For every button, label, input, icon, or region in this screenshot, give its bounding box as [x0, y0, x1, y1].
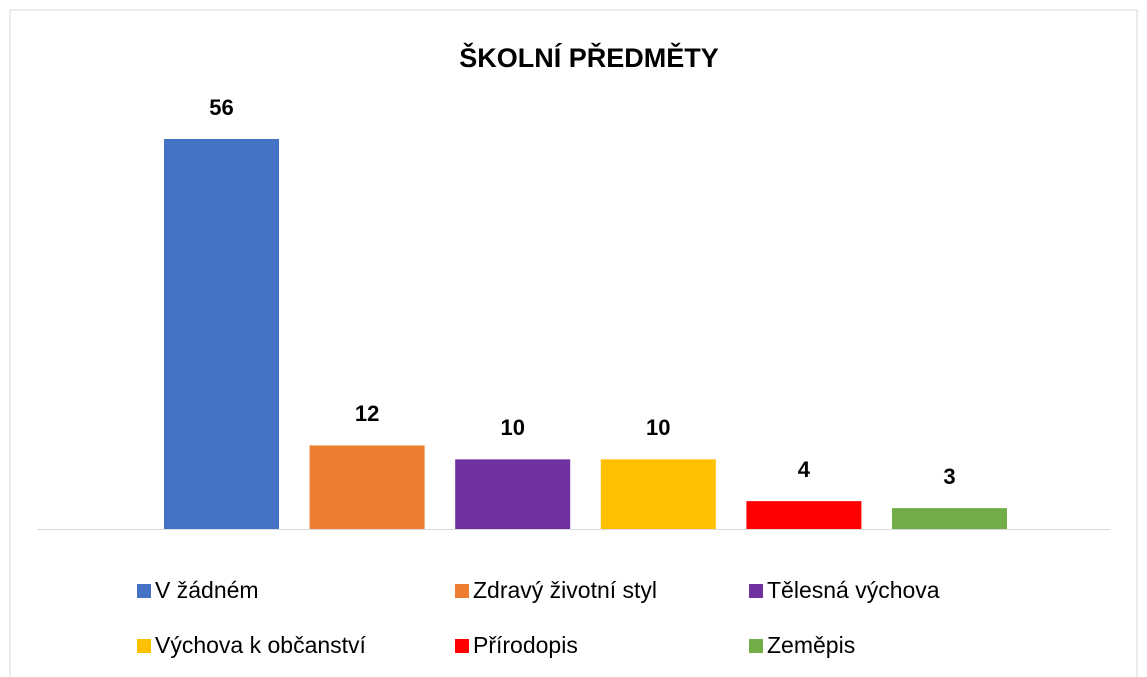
legend-swatch — [749, 639, 763, 653]
bar — [164, 139, 279, 529]
legend-swatch — [137, 639, 151, 653]
bar — [892, 508, 1007, 529]
legend-label: Výchova k občanství — [155, 632, 367, 658]
legend-label: Tělesná výchova — [767, 577, 940, 603]
legend-label: Přírodopis — [473, 632, 578, 658]
value-label: 4 — [798, 457, 811, 482]
bar — [600, 459, 716, 529]
chart-title: ŠKOLNÍ PŘEDMĚTY — [459, 42, 719, 73]
legend-swatch — [749, 584, 763, 598]
bar — [309, 445, 425, 529]
value-label: 10 — [646, 415, 670, 440]
bar — [455, 459, 571, 529]
value-label: 56 — [209, 95, 233, 120]
value-label: 12 — [355, 401, 379, 426]
value-label: 10 — [500, 415, 524, 440]
legend-swatch — [455, 639, 469, 653]
legend-label: Zeměpis — [767, 632, 855, 658]
bar — [746, 501, 862, 529]
legend-swatch — [137, 584, 151, 598]
legend-label: Zdravý životní styl — [473, 577, 657, 603]
legend-label: V žádném — [155, 577, 259, 603]
legend-swatch — [455, 584, 469, 598]
value-label: 3 — [943, 464, 955, 489]
